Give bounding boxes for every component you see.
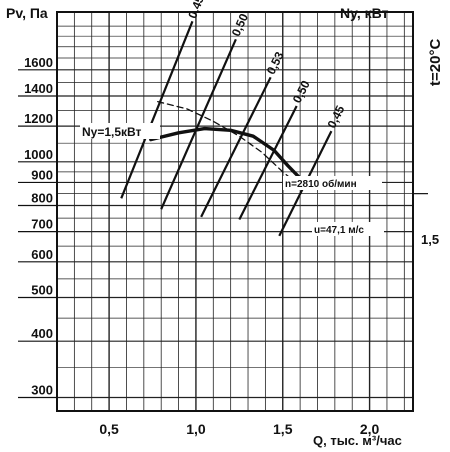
tip-speed-label-bg xyxy=(312,222,384,236)
y-tick-label: 1600 xyxy=(24,55,53,70)
axes: 1600 1400 1200 1000 900 800 700 600 500 400 300 0,5… xyxy=(18,11,428,437)
y-tick-label: 900 xyxy=(31,167,53,182)
left-axis-title: Pv, Па xyxy=(6,5,48,21)
power-label: Ny=1,5кВт xyxy=(82,125,142,139)
power-curve xyxy=(157,100,305,190)
efficiency-line xyxy=(200,76,272,218)
efficiency-line xyxy=(160,38,237,210)
grid xyxy=(57,12,413,411)
y-tick-label: 1400 xyxy=(24,81,53,96)
efficiency-label: 0,50 xyxy=(290,78,313,105)
efficiency-line xyxy=(120,20,194,199)
annotations: Ny=1,5кВт n=2810 об/мин u=47,1 м/с xyxy=(80,123,384,236)
y-tick-label: 400 xyxy=(31,326,53,341)
power-label-bg xyxy=(80,123,160,139)
labels: Pv, Па Ny, кВт t=20°C Q, тыс. м³/час 1,5 xyxy=(6,5,444,448)
y-tick-label: 1000 xyxy=(24,147,53,162)
speed-label: n=2810 об/мин xyxy=(285,178,357,190)
tip-speed-label: u=47,1 м/с xyxy=(314,225,364,236)
right-tick-label: 1,5 xyxy=(421,232,439,247)
y-tick-label: 600 xyxy=(31,247,53,262)
x-tick-label: 2,0 xyxy=(360,421,380,437)
y-tick-label: 300 xyxy=(31,382,53,397)
series xyxy=(149,100,305,190)
y-tick-label: 800 xyxy=(31,191,53,206)
y-tick-label: 700 xyxy=(31,217,53,232)
y-tick-label: 1200 xyxy=(24,111,53,126)
efficiency-label: 0,45 xyxy=(185,0,207,20)
right-axis-title: Ny, кВт xyxy=(340,5,389,21)
y-tick-label: 500 xyxy=(31,283,53,298)
plot-frame xyxy=(56,11,414,412)
temperature-label: t=20°C xyxy=(427,39,444,86)
x-tick-label: 0,5 xyxy=(99,421,119,437)
x-axis-title: Q, тыс. м³/час xyxy=(313,433,402,448)
efficiency-lines: 0,450,500,530,500,45 xyxy=(120,0,348,237)
x-tick-label: 1,0 xyxy=(186,421,206,437)
speed-label-bg xyxy=(283,176,382,190)
pressure-curve xyxy=(149,126,302,180)
efficiency-line xyxy=(238,105,298,220)
x-tick-label: 1,5 xyxy=(273,421,293,437)
